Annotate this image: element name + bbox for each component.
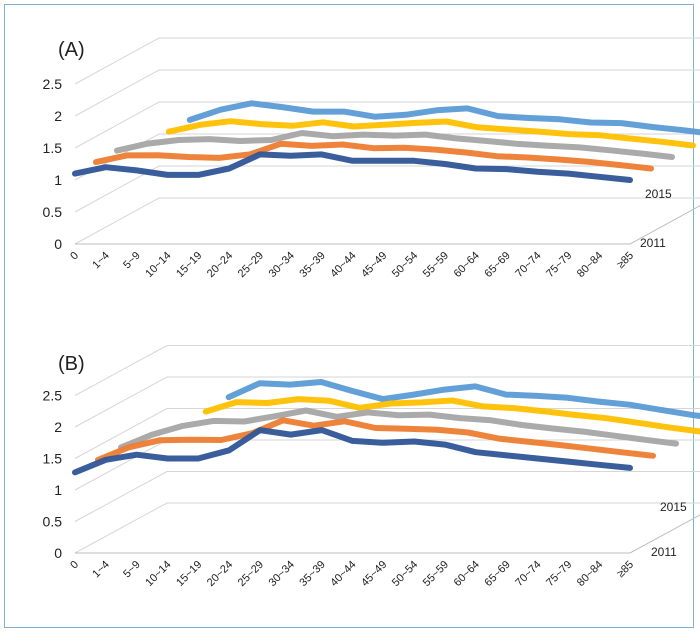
series-line-2013 bbox=[118, 407, 679, 451]
x-tick-label: 25~29 bbox=[236, 559, 266, 589]
series-line-2014 bbox=[165, 118, 696, 149]
gridline bbox=[74, 165, 700, 213]
x-tick-label: 75~79 bbox=[544, 559, 574, 589]
y-tick-label: 1.5 bbox=[43, 140, 63, 156]
panel-a-series bbox=[72, 100, 700, 183]
x-tick-label: 40~44 bbox=[328, 559, 358, 589]
x-tick-label: 70~74 bbox=[513, 250, 543, 280]
series-line-2012 bbox=[95, 417, 656, 463]
x-tick-label: 60~64 bbox=[452, 559, 482, 589]
panel-b-x-ticks: 0 1~4 5~9 10~14 15~19 20~24 25~29 30~34 35~39 40~… bbox=[68, 559, 636, 589]
x-tick-label: 1~4 bbox=[90, 250, 112, 272]
gridline bbox=[74, 345, 700, 396]
y-tick-label: 1 bbox=[54, 482, 62, 498]
x-tick-label: 35~39 bbox=[297, 559, 327, 589]
series-line-2011 bbox=[72, 427, 633, 476]
gridline bbox=[74, 101, 700, 149]
series-line-2011 bbox=[72, 151, 633, 183]
panel-label-a: (A) bbox=[58, 39, 85, 61]
x-tick-label: 50~54 bbox=[390, 250, 420, 280]
gridline bbox=[74, 37, 700, 85]
y-tick-label: 2.5 bbox=[43, 76, 63, 92]
panel-b: (B) 00.511.522.5 0 1~4 5~9 10~14 15~19 20~24 2… bbox=[43, 345, 700, 589]
y-tick-label: 0.5 bbox=[43, 514, 63, 530]
gridline bbox=[74, 69, 700, 117]
x-tick-label: 65~69 bbox=[482, 559, 512, 589]
series-line-2012 bbox=[93, 140, 654, 172]
x-tick-label: 70~74 bbox=[513, 559, 543, 589]
gridline bbox=[74, 502, 700, 554]
series-line-2015 bbox=[186, 100, 700, 136]
y-tick-label: 1 bbox=[54, 172, 62, 188]
panel-b-series bbox=[72, 379, 700, 476]
panel-a-z-label-2015: 2015 bbox=[645, 187, 672, 201]
y-tick-label: 2 bbox=[54, 419, 62, 435]
panel-label-b: (B) bbox=[58, 353, 85, 375]
x-tick-label: 0 bbox=[68, 559, 81, 572]
y-tick-label: 0 bbox=[54, 236, 62, 252]
x-tick-label: 15~19 bbox=[174, 559, 204, 589]
panel-a-y-ticks: 0 0.5 1 1.5 2 2.5 bbox=[43, 76, 63, 252]
x-tick-label: 10~14 bbox=[143, 559, 173, 589]
x-tick-label: 55~59 bbox=[421, 250, 451, 280]
y-tick-label: 2 bbox=[54, 108, 62, 124]
x-tick-label: 50~54 bbox=[390, 559, 420, 589]
panel-b-z-label-2011: 2011 bbox=[651, 545, 677, 559]
x-tick-label: 40~44 bbox=[328, 250, 358, 280]
x-tick-label: 25~29 bbox=[236, 250, 266, 280]
x-tick-label: 80~84 bbox=[575, 559, 605, 589]
panel-b-y-ticks: 0 0.5 1 1.5 2 2.5 bbox=[43, 388, 63, 562]
y-tick-label: 0 bbox=[54, 545, 62, 561]
panel-b-z-label-2015: 2015 bbox=[660, 500, 687, 514]
x-tick-label: 75~79 bbox=[544, 250, 574, 280]
x-tick-label: 15~19 bbox=[174, 250, 204, 280]
x-tick-label: ≥85 bbox=[615, 559, 636, 580]
x-tick-label: 1~4 bbox=[90, 559, 112, 581]
gridline bbox=[74, 133, 700, 181]
series-line-2013 bbox=[114, 130, 675, 160]
y-tick-label: 2.5 bbox=[43, 388, 63, 404]
x-tick-label: 45~49 bbox=[359, 559, 389, 589]
gridline bbox=[74, 197, 700, 245]
x-tick-label: 55~59 bbox=[421, 559, 451, 589]
x-tick-label: ≥85 bbox=[615, 250, 636, 271]
x-tick-label: 35~39 bbox=[297, 250, 327, 280]
x-tick-label: 30~34 bbox=[267, 250, 297, 280]
floor-edge bbox=[75, 205, 700, 245]
floor-edge bbox=[75, 514, 700, 554]
series-line-2015 bbox=[225, 379, 700, 420]
panel-a-grid bbox=[74, 37, 700, 245]
x-tick-label: 30~34 bbox=[267, 559, 297, 589]
y-tick-label: 0.5 bbox=[43, 204, 63, 220]
x-tick-label: 0 bbox=[68, 250, 81, 263]
series-line-2014 bbox=[202, 396, 700, 435]
x-tick-label: 10~14 bbox=[143, 250, 173, 280]
figure-frame bbox=[4, 4, 694, 628]
y-tick-label: 1.5 bbox=[43, 451, 63, 467]
gridline bbox=[74, 376, 700, 428]
gridline bbox=[74, 471, 700, 522]
x-tick-label: 80~84 bbox=[575, 250, 605, 280]
x-tick-label: 65~69 bbox=[482, 250, 512, 280]
panel-a-x-ticks: 0 1~4 5~9 10~14 15~19 20~24 25~29 30~34 35~39 40~… bbox=[68, 250, 636, 280]
panel-a-z-label-2011: 2011 bbox=[640, 236, 666, 250]
x-tick-label: 20~24 bbox=[205, 250, 235, 280]
x-tick-label: 45~49 bbox=[359, 250, 389, 280]
x-tick-label: 20~24 bbox=[205, 559, 235, 589]
x-tick-label: 5~9 bbox=[121, 250, 143, 272]
x-tick-label: 60~64 bbox=[452, 250, 482, 280]
panel-a: (A) 00.511.522.5 0 1~4 5~9 10~14 15~19 20~24 2… bbox=[43, 37, 700, 280]
x-tick-label: 5~9 bbox=[121, 559, 143, 581]
